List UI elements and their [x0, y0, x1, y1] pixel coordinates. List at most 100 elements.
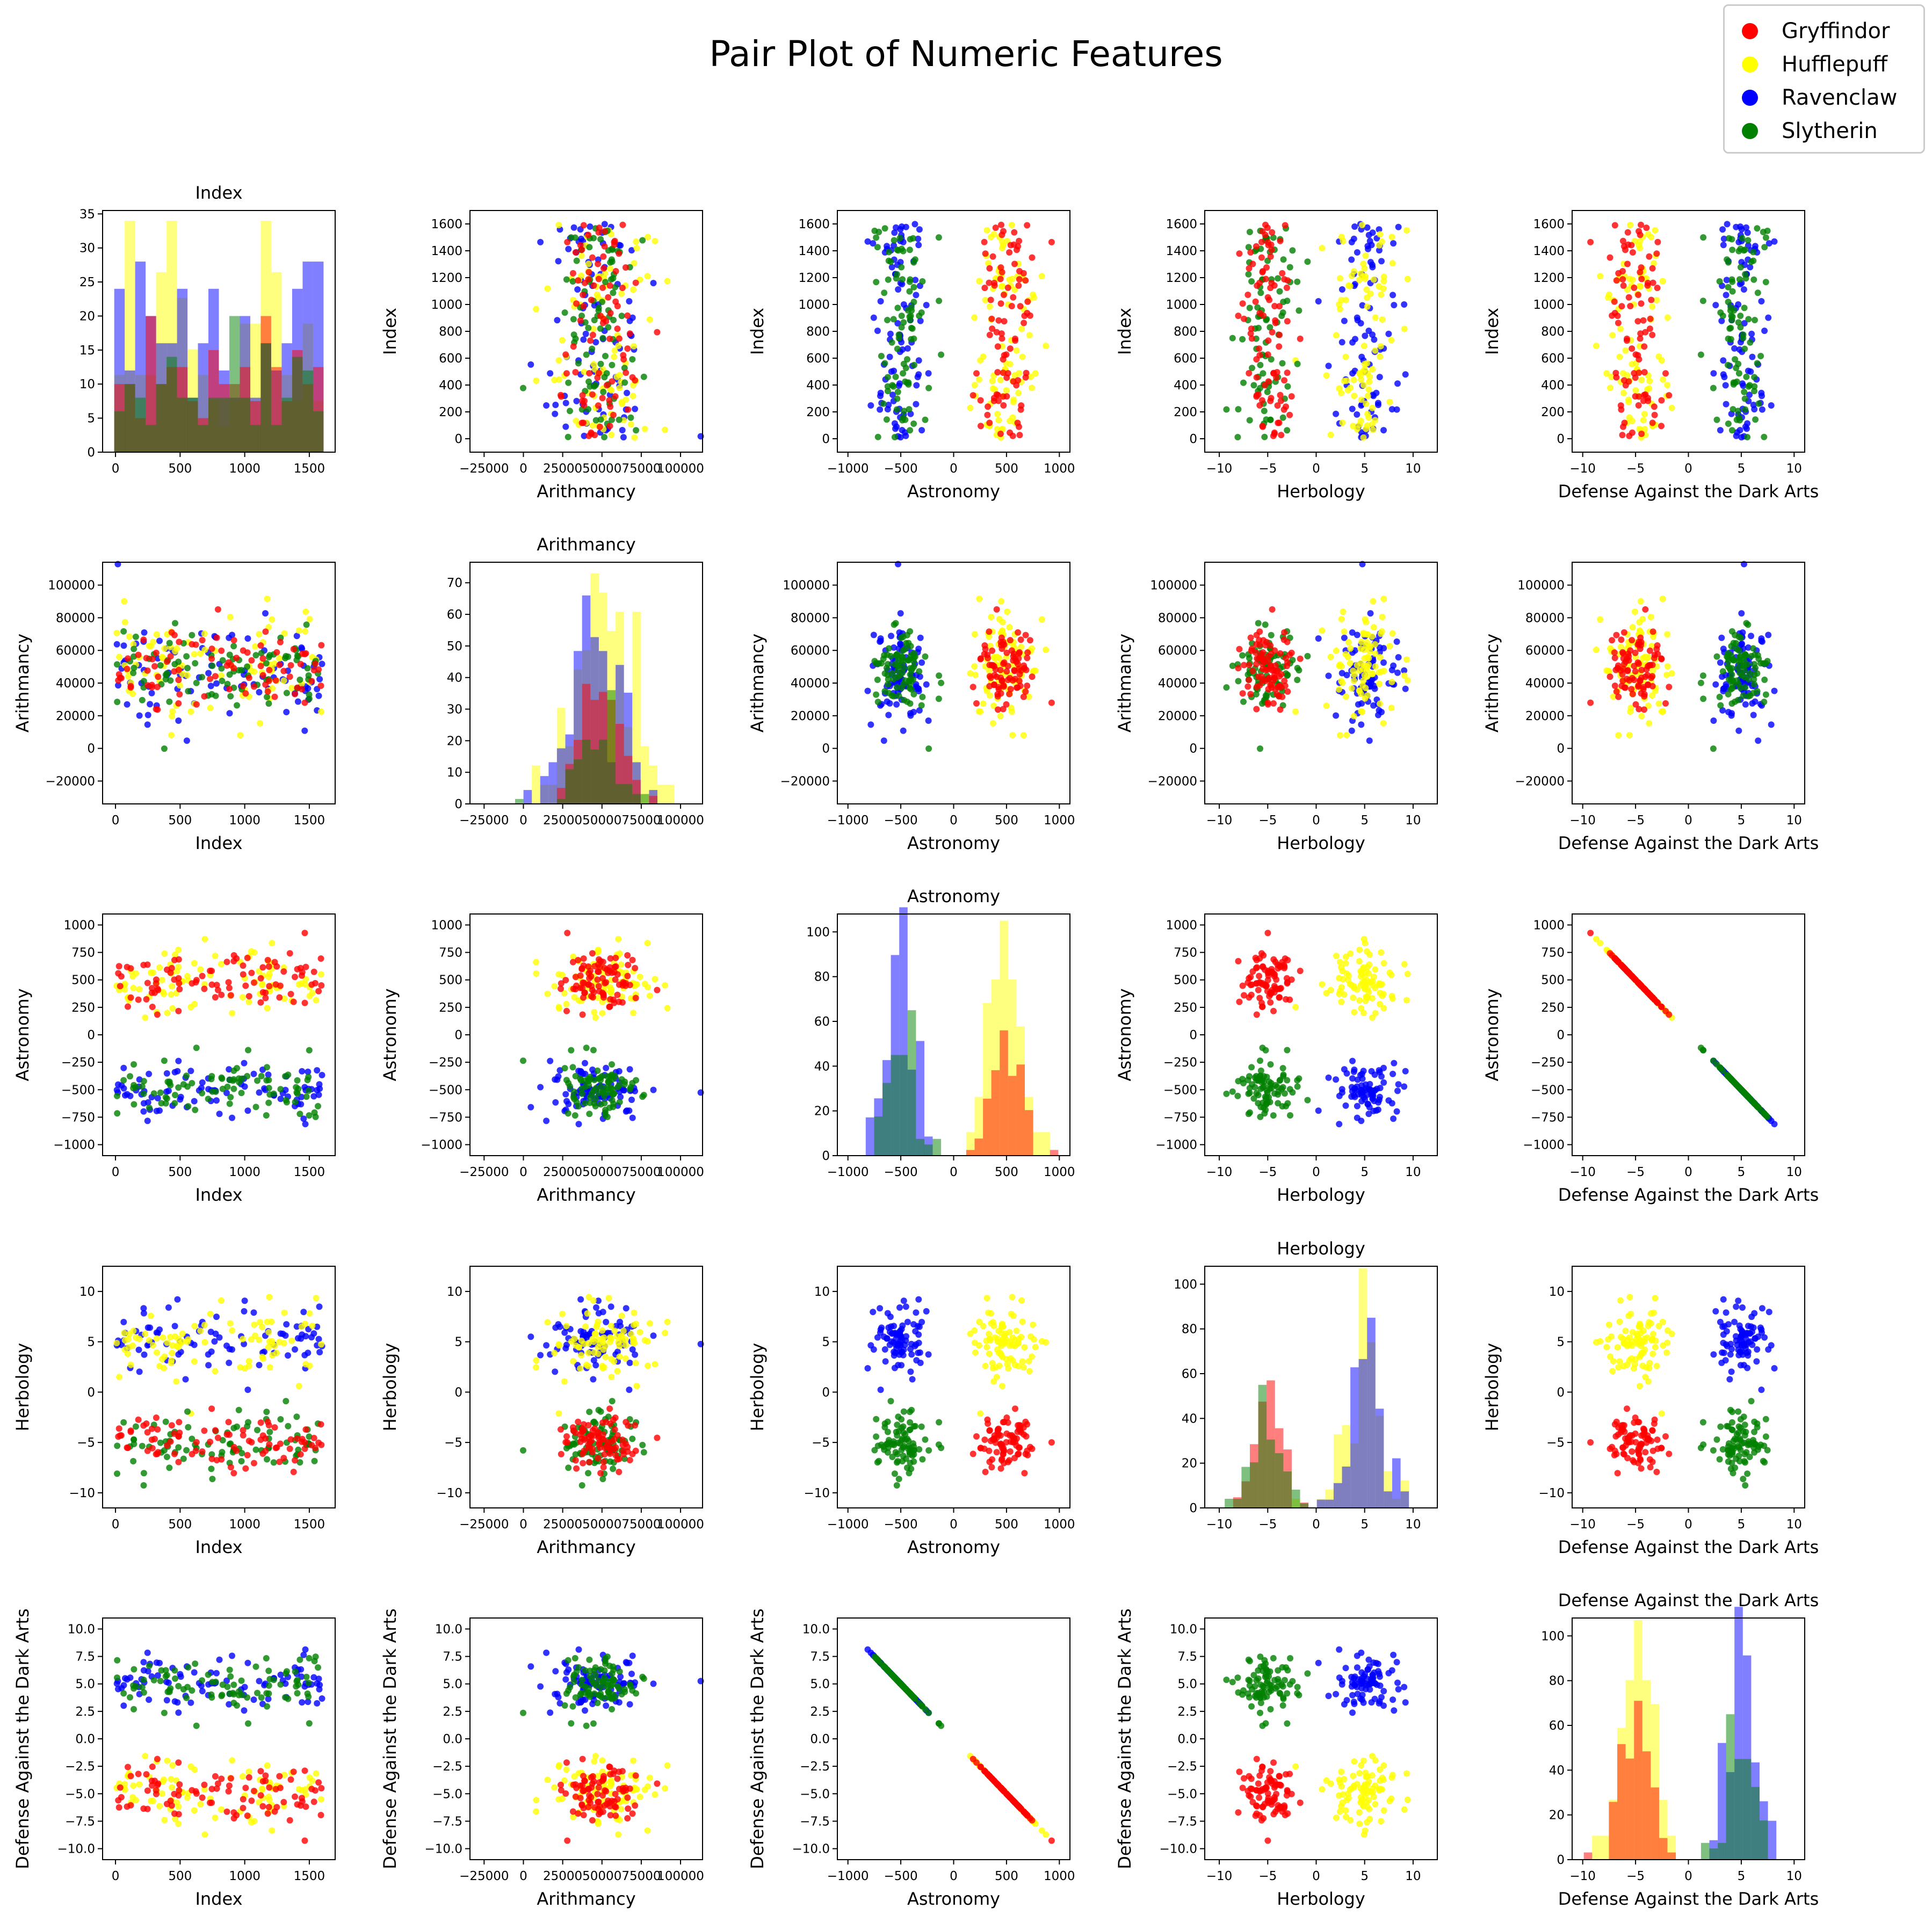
point-ravenclaw — [1748, 633, 1754, 640]
point-gryffindor — [1276, 673, 1283, 680]
point-gryffindor — [1241, 315, 1247, 322]
point-hufflepuff — [611, 353, 618, 360]
point-gryffindor — [1253, 356, 1260, 363]
point-hufflepuff — [153, 631, 160, 638]
x-tick-label: 500 — [168, 462, 192, 476]
point-ravenclaw — [177, 1093, 184, 1100]
point-gryffindor — [1629, 345, 1636, 352]
point-hufflepuff — [187, 708, 194, 715]
point-gryffindor — [564, 238, 571, 245]
y-tick-label: 1000 — [1533, 298, 1565, 312]
point-slytherin — [936, 672, 943, 679]
point-ravenclaw — [140, 1108, 147, 1115]
point-slytherin — [226, 671, 233, 678]
point-gryffindor — [588, 430, 595, 437]
point-hufflepuff — [1377, 231, 1384, 238]
point-gryffindor — [1265, 653, 1272, 660]
point-slytherin — [1713, 416, 1720, 423]
point-slytherin — [238, 1090, 245, 1097]
x-tick-label: 0 — [1312, 1165, 1320, 1179]
point-gryffindor — [176, 980, 183, 987]
hist-bar-gryffindor — [966, 1150, 975, 1156]
point-hufflepuff — [630, 286, 637, 293]
x-tick-label: −10 — [1569, 1165, 1596, 1179]
point-hufflepuff — [631, 343, 637, 350]
point-gryffindor — [1255, 986, 1262, 993]
point-slytherin — [640, 1092, 647, 1099]
point-ravenclaw — [918, 659, 925, 666]
point-hufflepuff — [1379, 316, 1386, 323]
point-ravenclaw — [570, 224, 577, 231]
point-ravenclaw — [867, 402, 874, 409]
point-slytherin — [296, 676, 303, 683]
point-ravenclaw — [864, 238, 871, 245]
point-gryffindor — [1277, 237, 1284, 244]
point-slytherin — [910, 235, 916, 242]
point-gryffindor — [218, 647, 225, 654]
point-gryffindor — [223, 959, 230, 966]
point-hufflepuff — [1377, 700, 1383, 707]
point-ravenclaw — [136, 712, 143, 719]
point-slytherin — [891, 237, 898, 244]
point-ravenclaw — [1354, 317, 1361, 324]
point-gryffindor — [558, 980, 565, 987]
point-hufflepuff — [1015, 389, 1022, 396]
point-gryffindor — [1247, 249, 1254, 256]
point-hufflepuff — [1370, 276, 1377, 283]
point-slytherin — [305, 1073, 312, 1080]
y-tick-label: 40000 — [791, 677, 830, 691]
point-ravenclaw — [141, 629, 148, 636]
point-hufflepuff — [280, 677, 287, 684]
point-gryffindor — [208, 981, 215, 988]
point-ravenclaw — [554, 317, 561, 324]
point-gryffindor — [1012, 335, 1018, 342]
point-hufflepuff — [615, 935, 622, 942]
point-slytherin — [1743, 373, 1750, 380]
point-ravenclaw — [213, 680, 220, 687]
point-slytherin — [918, 702, 925, 709]
point-gryffindor — [280, 667, 287, 674]
point-gryffindor — [1281, 629, 1287, 636]
point-ravenclaw — [120, 642, 127, 649]
point-gryffindor — [1003, 374, 1010, 381]
point-slytherin — [1751, 671, 1758, 678]
point-slytherin — [885, 276, 892, 283]
point-gryffindor — [171, 976, 178, 983]
point-hufflepuff — [1029, 384, 1035, 391]
point-hufflepuff — [1342, 353, 1349, 360]
x-tick-label: 0 — [1312, 814, 1320, 828]
point-gryffindor — [153, 706, 160, 713]
point-slytherin — [910, 420, 917, 427]
x-tick-label: 1500 — [294, 814, 325, 828]
point-gryffindor — [1276, 343, 1283, 350]
point-ravenclaw — [632, 1087, 639, 1094]
y-tick-label: 1200 — [431, 271, 462, 285]
point-gryffindor — [1638, 690, 1645, 697]
point-gryffindor — [595, 229, 602, 236]
point-ravenclaw — [547, 370, 554, 377]
point-slytherin — [1730, 379, 1737, 386]
point-hufflepuff — [1362, 252, 1369, 259]
point-ravenclaw — [216, 1111, 223, 1118]
point-slytherin — [1757, 660, 1764, 667]
point-ravenclaw — [874, 328, 881, 334]
point-slytherin — [1732, 356, 1739, 363]
point-slytherin — [1716, 693, 1723, 700]
hist-bar-slytherin — [515, 799, 524, 804]
point-ravenclaw — [1394, 380, 1401, 387]
point-slytherin — [1234, 1092, 1241, 1099]
point-slytherin — [1255, 324, 1262, 331]
point-slytherin — [1742, 275, 1749, 282]
point-slytherin — [245, 1047, 251, 1054]
point-slytherin — [1729, 288, 1736, 295]
point-gryffindor — [1265, 378, 1272, 385]
point-hufflepuff — [1020, 732, 1027, 739]
point-hufflepuff — [172, 951, 178, 958]
point-hufflepuff — [245, 998, 252, 1005]
point-ravenclaw — [1351, 223, 1358, 230]
point-hufflepuff — [1360, 964, 1367, 971]
point-gryffindor — [1613, 632, 1620, 639]
point-gryffindor — [1269, 329, 1276, 336]
point-ravenclaw — [163, 1070, 170, 1077]
point-slytherin — [306, 695, 313, 702]
